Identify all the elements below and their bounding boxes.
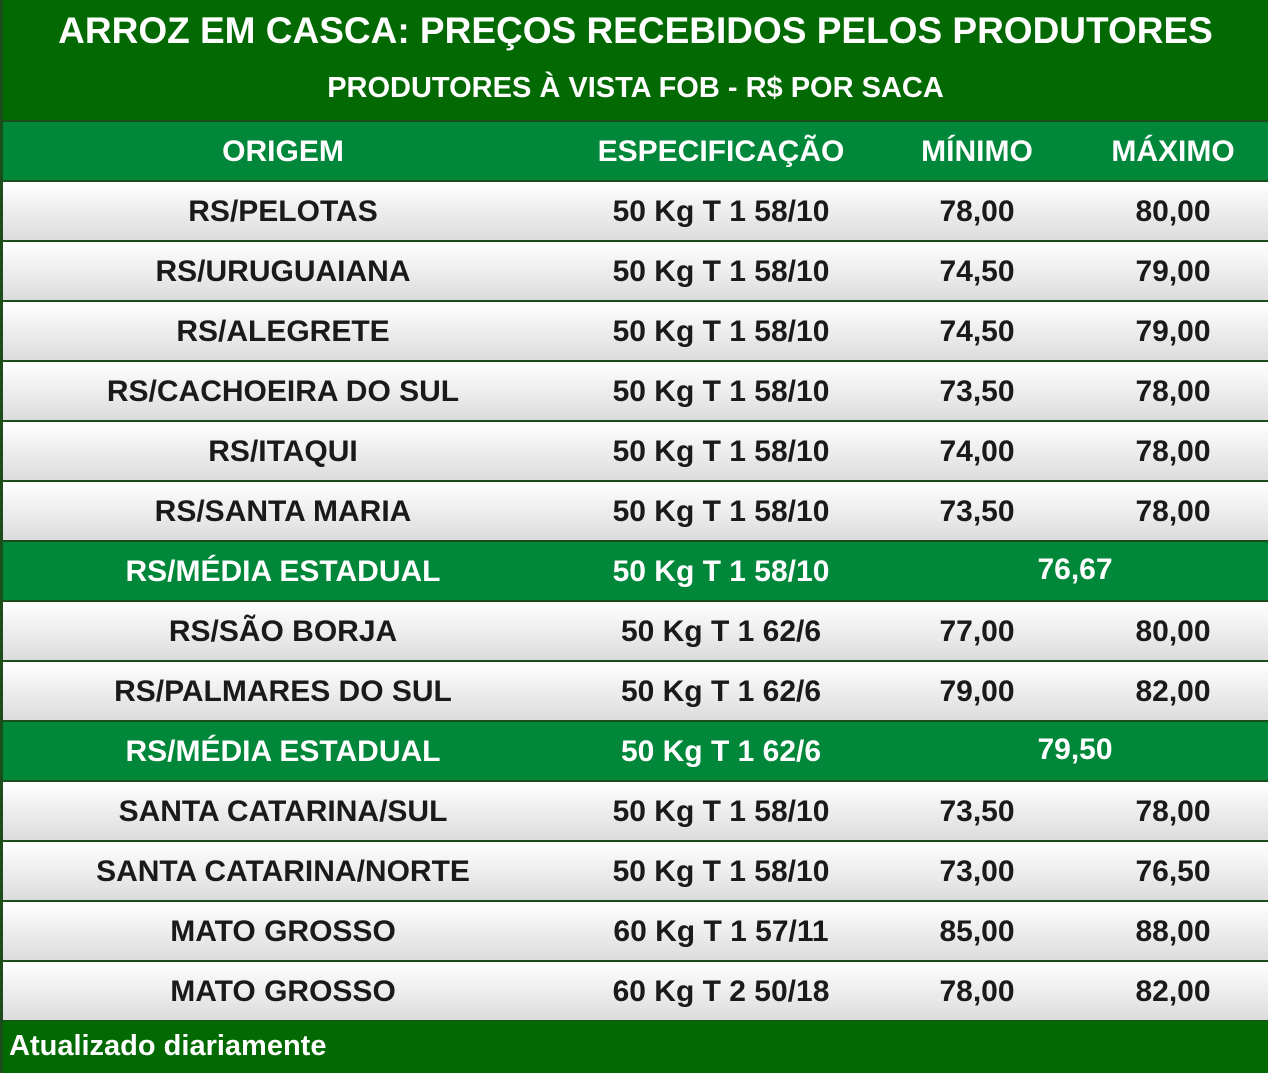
cell: 79,00	[1135, 255, 1211, 288]
cell: 78,00	[939, 975, 1015, 1008]
cell: 80,00	[1135, 615, 1211, 648]
cell: 82,00	[1135, 675, 1211, 708]
cell: 50 Kg T 1 58/10	[612, 315, 830, 348]
cell: 73,50	[939, 375, 1015, 408]
cell: 77,00	[939, 615, 1015, 648]
cell: 78,00	[1135, 795, 1211, 828]
table-row: RS/URUGUAIANA 50 Kg T 1 58/10 74,50 79,00	[3, 242, 1268, 300]
table-row: RS/SANTA MARIA 50 Kg T 1 58/10 73,50 78,00	[3, 482, 1268, 540]
cell: 78,00	[1135, 435, 1211, 468]
cell: RS/MÉDIA ESTADUAL	[125, 735, 441, 768]
table-row: RS/ITAQUI 50 Kg T 1 58/10 74,00 78,00	[3, 422, 1268, 480]
cell: 79,00	[939, 675, 1015, 708]
cell: 76,50	[1135, 855, 1211, 888]
cell: RS/CACHOEIRA DO SUL	[106, 375, 460, 408]
cell: RS/ITAQUI	[208, 435, 358, 468]
cell: 74,50	[939, 315, 1015, 348]
cell: MATO GROSSO	[170, 915, 396, 948]
cell: 74,50	[939, 255, 1015, 288]
column-header: ORIGEM	[222, 135, 344, 168]
cell: 50 Kg T 1 62/6	[620, 675, 822, 708]
cell: SANTA CATARINA/NORTE	[96, 855, 470, 888]
table-row: RS/SÃO BORJA 50 Kg T 1 62/6 77,00 80,00	[3, 602, 1268, 660]
cell: 50 Kg T 1 58/10	[612, 795, 830, 828]
cell: 50 Kg T 1 58/10	[612, 495, 830, 528]
cell: 50 Kg T 1 58/10	[612, 435, 830, 468]
cell: 85,00	[939, 915, 1015, 948]
title: ARROZ EM CASCA: PREÇOS RECEBIDOS PELOS P…	[58, 10, 1213, 51]
cell: RS/PALMARES DO SUL	[114, 675, 452, 708]
table-row: MATO GROSSO 60 Kg T 2 50/18 78,00 82,00	[3, 962, 1268, 1020]
cell: 73,00	[939, 855, 1015, 888]
footer-note: Atualizado diariamente	[9, 1030, 327, 1062]
cell: 73,50	[939, 795, 1015, 828]
column-header: ESPECIFICAÇÃO	[597, 135, 845, 168]
cell: 60 Kg T 1 57/11	[613, 915, 829, 948]
title-bar: ARROZ EM CASCA: PREÇOS RECEBIDOS PELOS P…	[3, 0, 1268, 120]
column-header: MÍNIMO	[921, 135, 1033, 168]
table-row: RS/PALMARES DO SUL 50 Kg T 1 62/6 79,00 82,…	[3, 662, 1268, 720]
cell: RS/MÉDIA ESTADUAL	[125, 555, 441, 588]
cell: 50 Kg T 1 58/10	[612, 855, 830, 888]
cell: 50 Kg T 1 62/6	[620, 615, 822, 648]
average-row: RS/MÉDIA ESTADUAL 50 Kg T 1 58/10 76,67	[3, 542, 1268, 600]
cell: RS/SANTA MARIA	[154, 495, 412, 528]
cell: 78,00	[939, 195, 1015, 228]
average-row: RS/MÉDIA ESTADUAL 50 Kg T 1 62/6 79,50	[3, 722, 1268, 780]
cell: 88,00	[1135, 915, 1211, 948]
header-row: ORIGEM ESPECIFICAÇÃO MÍNIMO MÁXIMO	[3, 122, 1268, 180]
cell: RS/URUGUAIANA	[155, 255, 411, 288]
cell: 78,00	[1135, 495, 1211, 528]
cell: 78,00	[1135, 375, 1211, 408]
cell: 50 Kg T 1 58/10	[612, 555, 830, 588]
cell: 74,00	[939, 435, 1015, 468]
cell: MATO GROSSO	[170, 975, 396, 1008]
cell: 60 Kg T 2 50/18	[612, 975, 830, 1008]
cell: 82,00	[1135, 975, 1211, 1008]
cell: 76,67	[1037, 553, 1113, 586]
table-row: MATO GROSSO 60 Kg T 1 57/11 85,00 88,00	[3, 902, 1268, 960]
cell: RS/ALEGRETE	[176, 315, 390, 348]
cell: 80,00	[1135, 195, 1211, 228]
cell: 79,50	[1037, 733, 1113, 766]
cell: RS/PELOTAS	[188, 195, 378, 228]
cell: SANTA CATARINA/SUL	[118, 795, 448, 828]
table-row: RS/CACHOEIRA DO SUL 50 Kg T 1 58/10 73,50 7…	[3, 362, 1268, 420]
table-row: RS/PELOTAS 50 Kg T 1 58/10 78,00 80,00	[3, 182, 1268, 240]
cell: 50 Kg T 1 58/10	[612, 255, 830, 288]
cell: 50 Kg T 1 62/6	[620, 735, 822, 768]
cell: 50 Kg T 1 58/10	[612, 375, 830, 408]
cell: 50 Kg T 1 58/10	[612, 195, 830, 228]
table-row: SANTA CATARINA/NORTE 50 Kg T 1 58/10 73,00…	[3, 842, 1268, 900]
cell: 73,50	[939, 495, 1015, 528]
cell: RS/SÃO BORJA	[168, 615, 398, 648]
table-row: RS/ALEGRETE 50 Kg T 1 58/10 74,50 79,00	[3, 302, 1268, 360]
column-header: MÁXIMO	[1111, 135, 1235, 168]
cell: 79,00	[1135, 315, 1211, 348]
subtitle: PRODUTORES À VISTA FOB - R$ POR SACA	[327, 72, 944, 104]
table-row: SANTA CATARINA/SUL 50 Kg T 1 58/10 73,50 78…	[3, 782, 1268, 840]
footer: Atualizado diariamente	[3, 1021, 1268, 1073]
